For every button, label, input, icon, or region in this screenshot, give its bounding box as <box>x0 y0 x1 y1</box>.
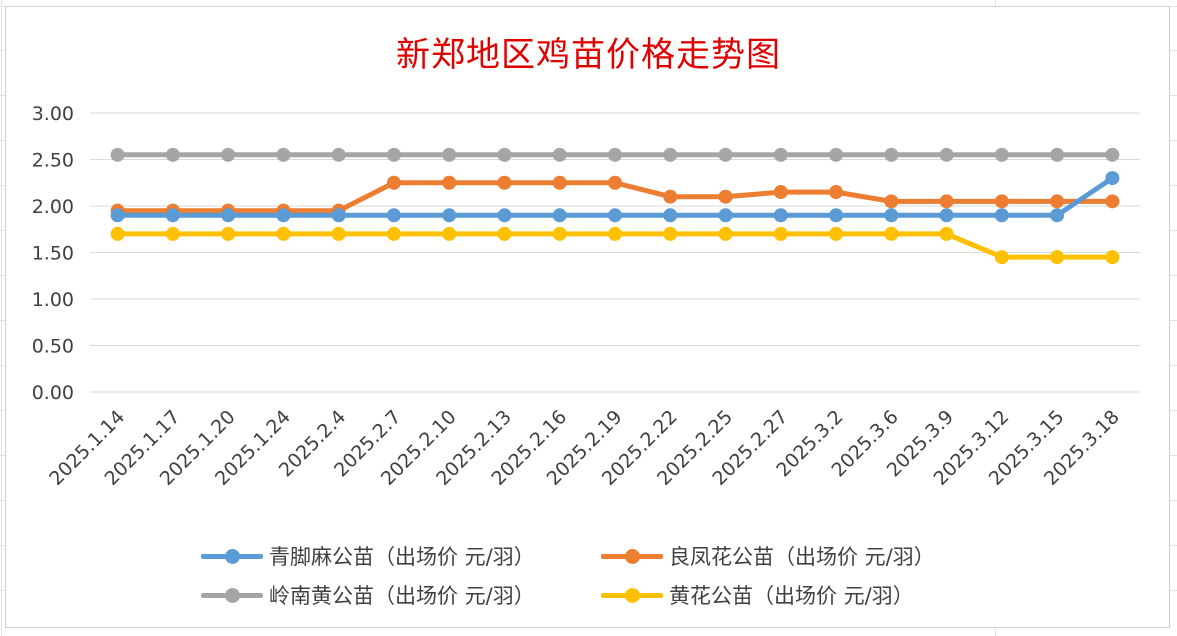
data-point-series-4 <box>221 226 236 241</box>
data-point-series-3 <box>773 147 788 162</box>
data-point-series-3 <box>718 147 733 162</box>
data-point-series-2 <box>442 175 457 190</box>
data-point-series-2 <box>497 175 512 190</box>
chart-title: 新郑地区鸡苗价格走势图 <box>396 35 781 75</box>
y-tick-label: 3.00 <box>32 103 74 125</box>
data-point-series-1 <box>884 208 899 223</box>
data-point-series-4 <box>718 226 733 241</box>
data-point-series-3 <box>552 147 567 162</box>
data-point-series-3 <box>829 147 844 162</box>
data-point-series-3 <box>110 147 125 162</box>
legend-item-series-2: 良凤花公苗（出场价 元/羽） <box>601 541 935 571</box>
legend-label: 良凤花公苗（出场价 元/羽） <box>669 545 935 569</box>
data-point-series-2 <box>773 185 788 200</box>
data-point-series-1 <box>552 208 567 223</box>
data-point-series-4 <box>110 226 125 241</box>
data-point-series-4 <box>884 226 899 241</box>
data-point-series-1 <box>1105 171 1120 186</box>
legend-item-series-4: 黄花公苗（出场价 元/羽） <box>601 580 914 610</box>
data-point-series-3 <box>939 147 954 162</box>
y-tick-label: 0.00 <box>32 382 74 404</box>
legend-label: 青脚麻公苗（出场价 元/羽） <box>269 545 535 569</box>
legend-swatch-series-3 <box>201 580 263 610</box>
data-point-series-3 <box>663 147 678 162</box>
chart-legend: 青脚麻公苗（出场价 元/羽） 良凤花公苗（出场价 元/羽） 岭南黄公苗（出场价 … <box>201 541 1001 621</box>
data-point-series-4 <box>994 250 1009 265</box>
data-point-series-2 <box>884 194 899 209</box>
data-point-series-4 <box>939 226 954 241</box>
data-point-series-4 <box>386 226 401 241</box>
data-point-series-3 <box>884 147 899 162</box>
data-point-series-1 <box>663 208 678 223</box>
data-point-series-2 <box>939 194 954 209</box>
y-tick-label: 1.00 <box>32 289 74 311</box>
data-point-series-1 <box>165 208 180 223</box>
data-point-series-4 <box>497 226 512 241</box>
data-point-series-2 <box>829 185 844 200</box>
y-tick-label: 1.50 <box>32 243 74 265</box>
data-point-series-3 <box>331 147 346 162</box>
data-point-series-2 <box>994 194 1009 209</box>
y-tick-label: 0.50 <box>32 336 74 358</box>
data-point-series-1 <box>497 208 512 223</box>
data-point-series-4 <box>608 226 622 241</box>
data-point-series-4 <box>773 226 788 241</box>
data-point-series-4 <box>1105 250 1120 265</box>
data-point-series-1 <box>386 208 401 223</box>
data-point-series-1 <box>829 208 844 223</box>
legend-label: 岭南黄公苗（出场价 元/羽） <box>269 584 535 608</box>
data-point-series-2 <box>663 189 678 204</box>
data-point-series-1 <box>276 208 291 223</box>
sheet-gridline <box>1 0 2 636</box>
data-point-series-4 <box>276 226 291 241</box>
data-point-series-1 <box>773 208 788 223</box>
data-point-series-3 <box>276 147 291 162</box>
data-point-series-3 <box>442 147 457 162</box>
legend-item-series-1: 青脚麻公苗（出场价 元/羽） <box>201 541 535 571</box>
y-tick-label: 2.00 <box>32 196 74 218</box>
data-point-series-3 <box>386 147 401 162</box>
data-point-series-2 <box>1050 194 1065 209</box>
data-point-series-2 <box>1105 194 1120 209</box>
data-point-series-4 <box>165 226 180 241</box>
data-point-series-4 <box>331 226 346 241</box>
data-point-series-4 <box>829 226 844 241</box>
data-point-series-1 <box>608 208 622 223</box>
data-point-series-1 <box>442 208 457 223</box>
data-point-series-3 <box>221 147 236 162</box>
data-point-series-3 <box>1105 147 1120 162</box>
data-point-series-1 <box>331 208 346 223</box>
legend-swatch-series-4 <box>601 580 663 610</box>
data-point-series-2 <box>718 189 733 204</box>
data-point-series-1 <box>718 208 733 223</box>
data-point-series-2 <box>608 175 622 190</box>
data-point-series-3 <box>608 147 622 162</box>
data-point-series-1 <box>939 208 954 223</box>
data-point-series-3 <box>165 147 180 162</box>
legend-label: 黄花公苗（出场价 元/羽） <box>669 584 914 608</box>
data-point-series-4 <box>1050 250 1065 265</box>
data-point-series-4 <box>663 226 678 241</box>
data-point-series-3 <box>994 147 1009 162</box>
data-point-series-4 <box>552 226 567 241</box>
legend-item-series-3: 岭南黄公苗（出场价 元/羽） <box>201 580 535 610</box>
data-point-series-1 <box>221 208 236 223</box>
data-point-series-2 <box>386 175 401 190</box>
data-point-series-3 <box>497 147 512 162</box>
y-tick-label: 2.50 <box>32 150 74 172</box>
data-point-series-3 <box>1050 147 1065 162</box>
data-point-series-1 <box>110 208 125 223</box>
legend-swatch-series-2 <box>601 541 663 571</box>
data-point-series-1 <box>1050 208 1065 223</box>
data-point-series-4 <box>442 226 457 241</box>
legend-swatch-series-1 <box>201 541 263 571</box>
data-point-series-2 <box>552 175 567 190</box>
chart-area[interactable]: 新郑地区鸡苗价格走势图 青脚麻公苗（出场价 元/羽） 良凤花公苗（出场价 元/羽… <box>5 6 1170 628</box>
data-point-series-1 <box>994 208 1009 223</box>
